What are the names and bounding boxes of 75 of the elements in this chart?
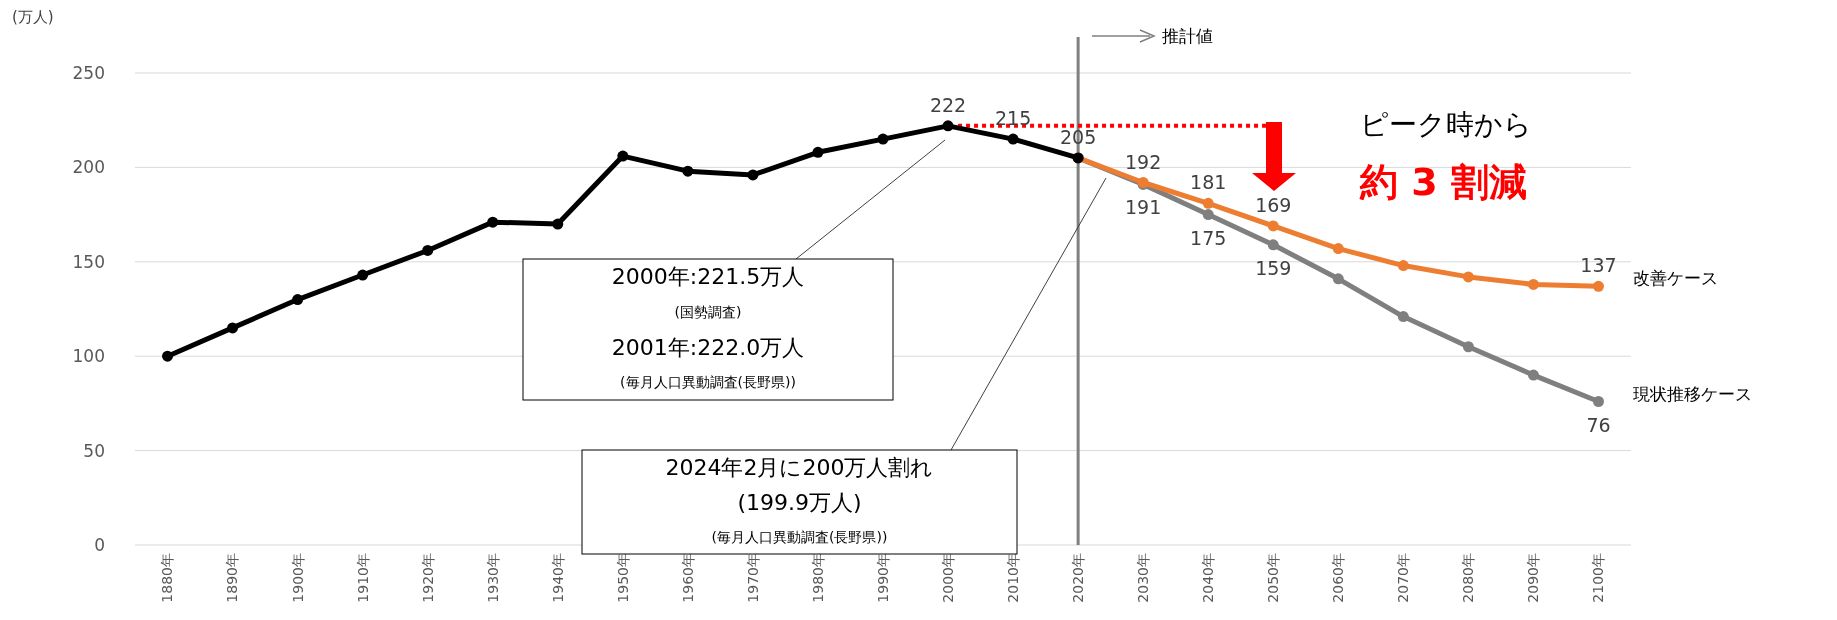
x-tick-label: 2000年 (939, 553, 956, 603)
data-label: 159 (1255, 256, 1292, 279)
point (1332, 243, 1344, 255)
x-tick-label: 1960年 (679, 553, 696, 603)
point (1202, 209, 1214, 221)
series-label: 改善ケース (1633, 268, 1719, 289)
point (422, 244, 434, 256)
x-tick-label: 2090年 (1525, 553, 1542, 603)
point (1527, 278, 1539, 290)
data-label: 191 (1125, 196, 1162, 219)
x-tick-label: 1930年 (484, 553, 501, 603)
point (162, 350, 174, 362)
x-tick-label: 2040年 (1200, 553, 1217, 603)
point (877, 133, 889, 145)
data-label: 169 (1255, 193, 1292, 216)
x-tick-label: 2050年 (1265, 553, 1282, 603)
x-tick-label: 1890年 (224, 553, 241, 603)
x-tick-label: 1910年 (354, 553, 371, 603)
point (1462, 271, 1474, 283)
y-tick-label: 50 (83, 440, 105, 461)
point (1592, 396, 1604, 408)
point (292, 294, 304, 306)
point (1202, 197, 1214, 209)
point (1397, 260, 1409, 272)
x-tick-label: 1990年 (874, 553, 891, 603)
point (942, 120, 954, 132)
data-label: 181 (1190, 171, 1227, 194)
data-label: 192 (1125, 150, 1162, 173)
point (1592, 280, 1604, 292)
data-label: 137 (1580, 254, 1617, 277)
y-tick-label: 100 (72, 346, 105, 367)
point (747, 169, 759, 181)
point (1332, 273, 1344, 285)
y-tick-label: 250 (72, 62, 105, 83)
x-tick-label: 1970年 (744, 553, 761, 603)
point (227, 322, 239, 334)
point (1267, 220, 1279, 232)
point (1267, 239, 1279, 251)
point (1397, 311, 1409, 323)
annotation: ピーク時から (1360, 108, 1532, 141)
annotation: 2000年:221.5万人 (国勢調査) 2001年:222.0万人 (毎月人口異動調査(長野県)) (611, 264, 805, 391)
series-label: 現状推移ケース (1633, 383, 1753, 404)
point (1007, 133, 1019, 145)
point (617, 150, 629, 162)
point (552, 218, 564, 230)
x-tick-label: 2100年 (1590, 553, 1607, 603)
x-tick-label: 1940年 (549, 553, 566, 603)
point (1527, 369, 1539, 381)
point (487, 216, 499, 228)
annotation: 2024年2月に200万人割れ (199.9万人) (毎月人口異動調査(長野県)) (665, 455, 934, 545)
x-tick-label: 2010年 (1004, 553, 1021, 603)
annotation: 約 3 割減 (1359, 160, 1527, 204)
x-tick-label: 1920年 (419, 553, 436, 603)
x-tick-label: 1900年 (289, 553, 306, 603)
x-tick-label: 2080年 (1460, 553, 1477, 603)
x-tick-label: 2030年 (1135, 553, 1152, 603)
y-tick-label: 150 (72, 251, 105, 272)
point (357, 269, 369, 281)
x-tick-label: 2070年 (1395, 553, 1412, 603)
point (1462, 341, 1474, 353)
point (812, 146, 824, 158)
x-tick-label: 1980年 (809, 553, 826, 603)
x-tick-label: 1950年 (614, 553, 631, 603)
y-axis-title: (万人) (12, 8, 54, 26)
y-tick-label: 200 (72, 157, 105, 178)
text: 推計値 (1162, 26, 1213, 46)
x-tick-label: 1880年 (159, 553, 176, 603)
x-tick-label: 2020年 (1070, 553, 1087, 603)
data-label: 222 (929, 93, 967, 116)
data-label: 76 (1586, 413, 1611, 436)
x-tick-label: 2060年 (1330, 553, 1347, 603)
point (682, 165, 694, 177)
data-label: 215 (994, 107, 1032, 130)
data-label: 175 (1190, 226, 1227, 249)
y-tick-label: 0 (94, 534, 105, 555)
